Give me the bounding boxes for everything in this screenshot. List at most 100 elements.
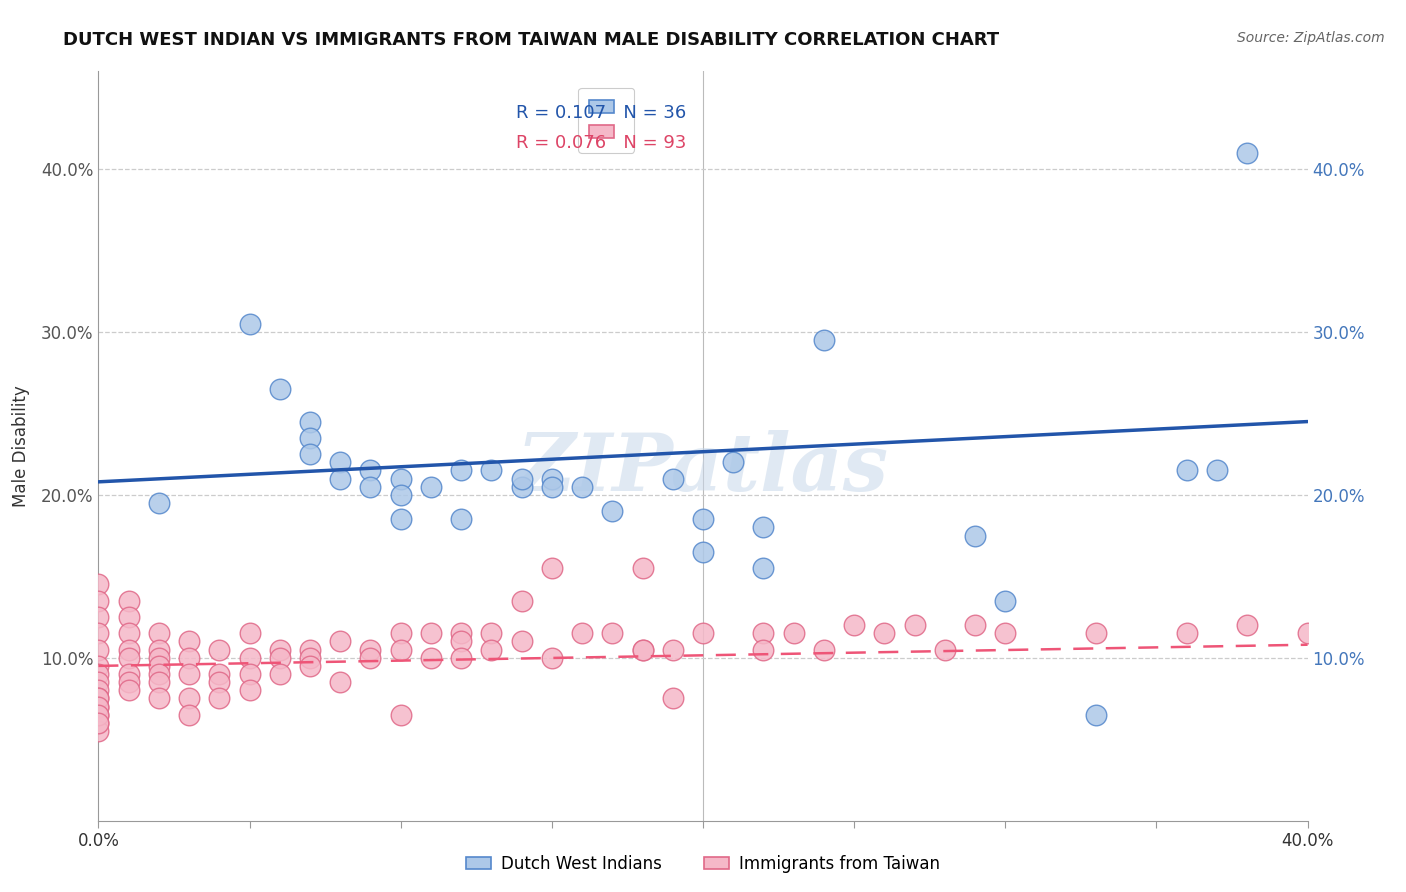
Point (965, 528, 987, 542)
Point (148, 659, 170, 673)
Point (1236, 618, 1258, 632)
Point (723, 455, 745, 469)
Point (510, 480, 533, 494)
Point (1236, 145, 1258, 160)
Point (299, 659, 322, 673)
Point (389, 472, 412, 486)
Point (389, 626, 412, 640)
Point (239, 650, 262, 665)
Point (420, 480, 443, 494)
Point (481, 642, 503, 657)
Point (208, 642, 231, 657)
Text: R = 0.076   N = 93: R = 0.076 N = 93 (516, 134, 686, 152)
Point (661, 642, 683, 657)
Point (813, 333, 835, 347)
Point (540, 650, 562, 665)
Point (208, 675, 231, 690)
Point (389, 707, 412, 722)
Point (450, 626, 472, 640)
Point (389, 642, 412, 657)
Point (87, 691, 110, 706)
Point (179, 667, 201, 681)
Point (631, 642, 654, 657)
Point (661, 472, 683, 486)
Point (1085, 626, 1108, 640)
Point (965, 618, 987, 632)
Point (87, 610, 110, 624)
Point (540, 472, 562, 486)
Point (299, 650, 322, 665)
Point (631, 561, 654, 575)
Point (148, 667, 170, 681)
Point (571, 480, 593, 494)
Point (148, 675, 170, 690)
Point (602, 626, 624, 640)
Point (389, 488, 412, 502)
Point (994, 626, 1017, 640)
Point (87, 699, 110, 714)
Point (420, 626, 443, 640)
Text: Source: ZipAtlas.com: Source: ZipAtlas.com (1237, 31, 1385, 45)
Point (481, 463, 503, 477)
Point (239, 683, 262, 698)
Point (118, 675, 141, 690)
Point (239, 626, 262, 640)
Point (783, 626, 806, 640)
Point (450, 463, 472, 477)
Point (631, 642, 654, 657)
Point (87, 715, 110, 730)
Point (87, 707, 110, 722)
Point (239, 667, 262, 681)
Point (481, 626, 503, 640)
Point (208, 667, 231, 681)
Point (118, 626, 141, 640)
Point (360, 642, 382, 657)
Point (118, 683, 141, 698)
Point (661, 691, 683, 706)
Point (299, 415, 322, 429)
Y-axis label: Male Disability: Male Disability (11, 385, 30, 507)
Text: DUTCH WEST INDIAN VS IMMIGRANTS FROM TAIWAN MALE DISABILITY CORRELATION CHART: DUTCH WEST INDIAN VS IMMIGRANTS FROM TAI… (63, 31, 1000, 49)
Point (1085, 707, 1108, 722)
Point (87, 577, 110, 591)
Point (87, 642, 110, 657)
Point (87, 626, 110, 640)
Point (299, 642, 322, 657)
Point (904, 618, 927, 632)
Point (360, 463, 382, 477)
Point (269, 382, 291, 396)
Point (360, 480, 382, 494)
Point (1206, 463, 1229, 477)
Point (602, 504, 624, 518)
Point (87, 715, 110, 730)
Point (994, 593, 1017, 607)
Point (420, 650, 443, 665)
Point (299, 447, 322, 461)
Point (87, 691, 110, 706)
Point (87, 675, 110, 690)
Point (329, 675, 352, 690)
Point (148, 642, 170, 657)
Point (179, 707, 201, 722)
Point (510, 472, 533, 486)
Point (239, 317, 262, 331)
Point (510, 634, 533, 648)
Point (87, 667, 110, 681)
Text: ZIPatlas: ZIPatlas (517, 430, 889, 508)
Point (389, 512, 412, 526)
Legend: Dutch West Indians, Immigrants from Taiwan: Dutch West Indians, Immigrants from Taiw… (460, 848, 946, 880)
Point (208, 691, 231, 706)
Point (179, 650, 201, 665)
Point (269, 642, 291, 657)
Point (692, 626, 714, 640)
Point (1296, 626, 1319, 640)
Point (752, 520, 775, 534)
Point (87, 699, 110, 714)
Point (540, 561, 562, 575)
Point (752, 626, 775, 640)
Point (299, 431, 322, 445)
Point (118, 667, 141, 681)
Point (87, 683, 110, 698)
Point (752, 642, 775, 657)
Point (934, 642, 956, 657)
